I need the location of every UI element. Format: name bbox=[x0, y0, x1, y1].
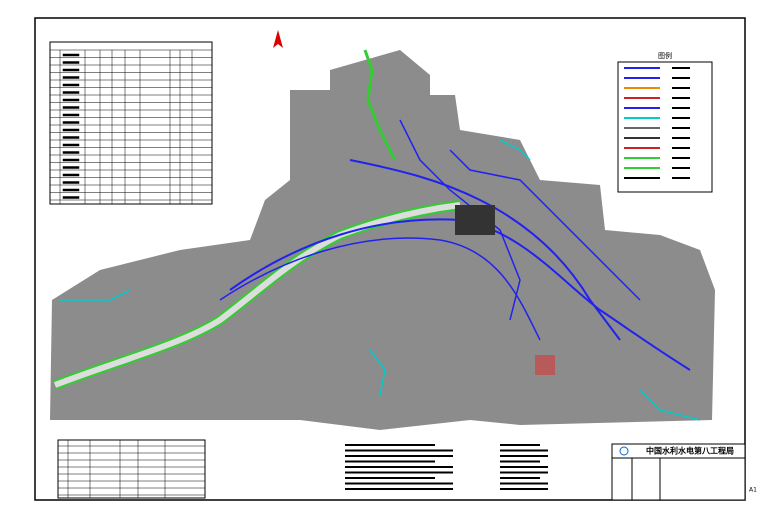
note-line bbox=[500, 449, 548, 452]
table-cell-text bbox=[62, 83, 80, 87]
legend-text bbox=[672, 97, 690, 99]
river-upstream bbox=[363, 49, 397, 161]
table-cell-text bbox=[62, 121, 80, 124]
stream bbox=[60, 289, 131, 301]
table-cell-text bbox=[62, 158, 80, 162]
note-line bbox=[345, 466, 453, 468]
legend-text bbox=[672, 157, 690, 159]
legend-text bbox=[672, 177, 690, 179]
note-line bbox=[500, 466, 548, 468]
note-line bbox=[345, 444, 435, 446]
river bbox=[53, 202, 461, 388]
note-line bbox=[500, 444, 540, 446]
table-cell-text bbox=[62, 76, 80, 79]
legend-text bbox=[672, 127, 690, 129]
note-line bbox=[500, 488, 548, 490]
legend-text bbox=[672, 67, 690, 69]
table-cell-text bbox=[62, 166, 80, 169]
company-name: 中国水利水电第八工程局 bbox=[646, 446, 734, 456]
legend-text bbox=[672, 87, 690, 89]
note-line bbox=[345, 449, 453, 452]
terrain-map bbox=[50, 49, 715, 430]
table-cell-text bbox=[62, 128, 80, 132]
legend-text bbox=[672, 77, 690, 79]
note-line bbox=[500, 477, 540, 479]
table-cell-text bbox=[62, 181, 80, 184]
table-cell-text bbox=[62, 188, 80, 192]
note-line bbox=[345, 488, 453, 490]
stream bbox=[369, 349, 386, 396]
road bbox=[349, 159, 621, 341]
note-line bbox=[500, 482, 548, 485]
table-cell-text bbox=[62, 53, 80, 57]
note-line bbox=[345, 482, 453, 485]
facility bbox=[455, 205, 495, 235]
facility bbox=[535, 355, 555, 375]
legend-text bbox=[672, 137, 690, 139]
title-block-frame bbox=[611, 443, 746, 501]
company-logo bbox=[619, 446, 629, 456]
note-line bbox=[500, 471, 548, 474]
table-cell-text bbox=[62, 113, 80, 117]
note-line bbox=[345, 460, 435, 463]
notes bbox=[345, 444, 548, 490]
note-line bbox=[345, 471, 453, 474]
note-line bbox=[345, 477, 435, 479]
table-cell-text bbox=[62, 173, 80, 177]
table-cell-text bbox=[62, 106, 80, 109]
road bbox=[229, 218, 691, 371]
table-cell-text bbox=[62, 143, 80, 147]
stream bbox=[499, 139, 531, 161]
legend-text bbox=[672, 147, 690, 149]
table-frame bbox=[57, 439, 206, 499]
road bbox=[449, 149, 641, 301]
note-line bbox=[345, 455, 453, 457]
stream bbox=[639, 389, 701, 421]
note-line bbox=[500, 455, 548, 457]
note-line bbox=[500, 460, 540, 463]
sheet-frame bbox=[34, 17, 746, 501]
table-cell-text bbox=[62, 98, 80, 102]
table-cell-text bbox=[62, 136, 80, 139]
table-cell-text bbox=[62, 68, 80, 72]
road bbox=[219, 237, 541, 341]
legend-title: 图例 bbox=[658, 51, 672, 60]
table-cell-text bbox=[62, 151, 80, 154]
legend-text bbox=[672, 167, 690, 169]
table-cell-text bbox=[62, 196, 80, 199]
sheet-size: A1 bbox=[749, 487, 757, 494]
table-cell-text bbox=[62, 61, 80, 64]
north-arrow bbox=[273, 30, 283, 48]
equipment-table bbox=[57, 439, 206, 499]
quantity-table bbox=[49, 41, 213, 205]
table-cell-text bbox=[62, 91, 80, 94]
legend-text bbox=[672, 117, 690, 119]
legend-text bbox=[672, 107, 690, 109]
legend: 图例 bbox=[617, 51, 713, 193]
title-block: 中国水利水电第八工程局 bbox=[611, 443, 746, 501]
